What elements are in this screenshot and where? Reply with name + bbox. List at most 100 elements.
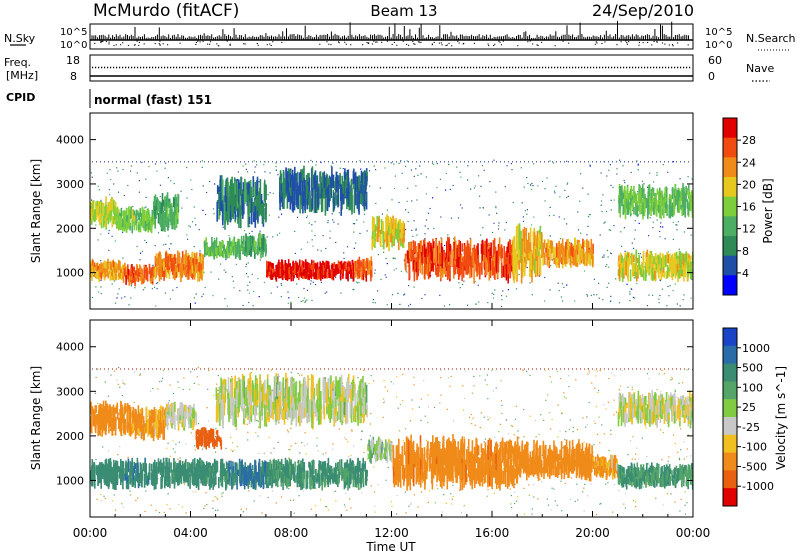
power-cell (626, 259, 628, 269)
power-cell (390, 233, 392, 243)
power-cell (139, 272, 141, 277)
power-cell (117, 263, 119, 270)
power-cell (499, 246, 502, 255)
power-cell (105, 196, 107, 211)
velocity-scatter-cell (572, 431, 574, 433)
velocity-scatter-cell (646, 455, 648, 458)
power-scatter-cell (306, 215, 309, 217)
power-scatter-cell (577, 229, 580, 231)
power-cell (336, 174, 339, 183)
power-cell (394, 220, 396, 235)
power-scatter-cell (306, 289, 309, 291)
velocity-scatter-cell (193, 445, 196, 447)
power-cell (509, 266, 512, 279)
power-cell (358, 175, 361, 196)
power-scatter-cell (393, 257, 395, 259)
velocity-scatter-cell (383, 380, 385, 382)
power-feature-17 (279, 165, 368, 216)
power-cell (632, 254, 635, 262)
velocity-scatter-cell (491, 369, 493, 371)
power-scatter-cell (245, 266, 247, 268)
power-cell (536, 238, 538, 248)
power-cell (131, 220, 133, 234)
noise-tick-bottom-right: 10^0 (705, 40, 732, 51)
power-cell (412, 260, 415, 270)
power-cell (249, 188, 252, 213)
power-cell (134, 270, 137, 276)
power-scatter-cell (320, 281, 322, 283)
power-cell (641, 262, 643, 269)
power-feature-2 (153, 192, 180, 232)
power-scatter-cell (637, 169, 639, 171)
velocity-scatter-cell (383, 398, 385, 400)
power-cell (587, 240, 590, 253)
power-scatter-cell (310, 159, 312, 162)
power-cell (303, 165, 305, 188)
power-cell (675, 251, 678, 263)
power-cell (419, 248, 421, 271)
velocity-scatter-cell (333, 490, 335, 493)
power-cell (586, 239, 588, 254)
velocity-scatter-cell (386, 390, 389, 392)
power-scatter-cell (204, 213, 207, 216)
velocity-scatter-cell (547, 394, 549, 396)
power-scatter-cell (141, 161, 143, 164)
power-cell (334, 180, 336, 191)
power-scatter-cell (257, 278, 259, 280)
power-scatter-cell (606, 264, 608, 266)
power-scatter-cell (298, 296, 300, 299)
power-scatter-cell (637, 164, 639, 166)
power-cell (625, 255, 628, 261)
power-cell (126, 272, 128, 277)
power-cell (462, 265, 465, 278)
power-cell (150, 221, 153, 234)
power-cell (391, 235, 393, 248)
power-cell (286, 265, 288, 269)
power-scatter-cell (649, 217, 651, 219)
power-cell (95, 265, 97, 271)
power-cell (502, 265, 505, 278)
power-scatter-cell (267, 194, 269, 196)
power-scatter-cell (159, 195, 161, 198)
power-scatter-cell (667, 188, 669, 190)
power-scatter-cell (502, 290, 504, 292)
power-scatter-cell (384, 274, 386, 276)
power-cell (672, 260, 675, 273)
power-cell (337, 181, 339, 206)
power-cell (95, 201, 97, 208)
velocity-scatter-cell (231, 376, 233, 378)
power-cell (204, 246, 206, 258)
power-cell (483, 244, 485, 256)
power-cell (151, 275, 153, 282)
power-scatter-cell (613, 199, 615, 201)
power-cell (93, 262, 96, 268)
power-cell (278, 271, 280, 279)
power-scatter-cell (172, 289, 174, 291)
power-scatter-cell (549, 289, 551, 291)
power-scatter-cell (155, 282, 157, 284)
power-scatter-cell (304, 301, 306, 303)
power-cell (639, 189, 642, 198)
power-scatter-cell (181, 207, 183, 209)
power-scatter-cell (280, 213, 283, 215)
power-cell (342, 181, 345, 205)
power-cell (232, 246, 235, 253)
power-cell (135, 271, 138, 282)
power-cell (370, 265, 372, 271)
power-cell (134, 276, 136, 287)
power-cell (459, 241, 461, 261)
power-cell (247, 243, 250, 256)
power-scatter-cell (331, 213, 333, 215)
power-cell (321, 193, 323, 209)
power-scatter-cell (190, 179, 192, 181)
velocity-scatter-cell (200, 458, 202, 460)
velocity-scatter-cell (523, 409, 525, 411)
power-cell (677, 258, 679, 267)
power-cell (341, 269, 343, 274)
power-cell (363, 190, 366, 210)
velocity-scatter-cell (682, 382, 684, 384)
power-cell (153, 201, 155, 214)
power-cell (194, 253, 196, 266)
power-cell (360, 183, 363, 205)
velocity-scatter-cell (513, 434, 515, 436)
